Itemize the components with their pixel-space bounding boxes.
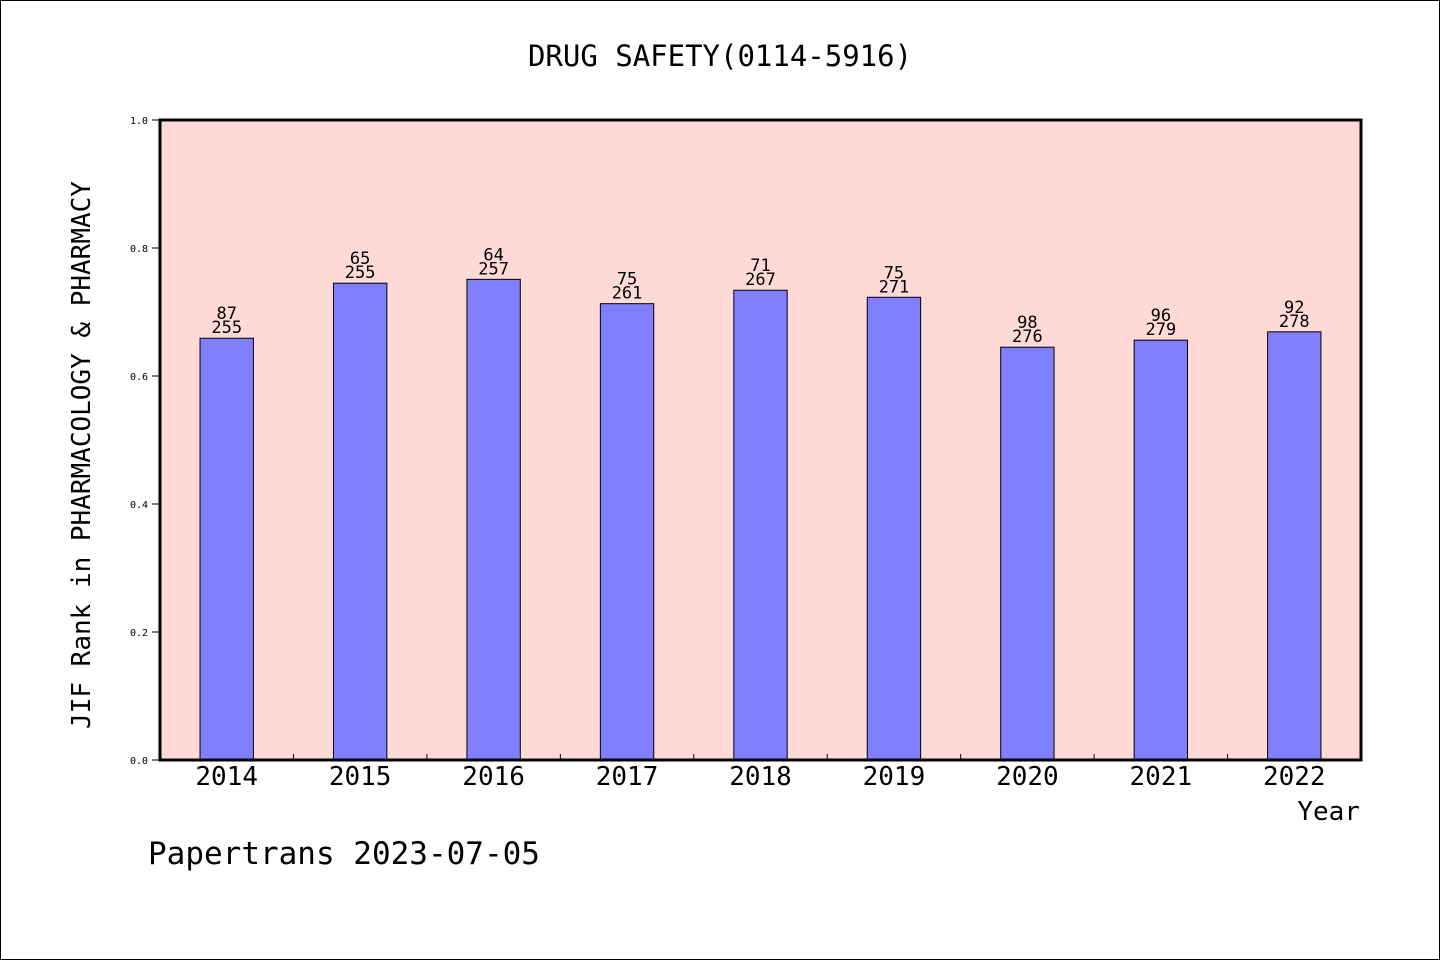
- bar: [1000, 346, 1055, 761]
- bar: [599, 303, 655, 761]
- x-tick-label: 2016: [462, 762, 525, 792]
- bar: [866, 296, 922, 761]
- footer-credit: Papertrans 2023-07-05: [148, 836, 540, 872]
- bar-rank-label: 96: [1151, 306, 1171, 326]
- x-tick-label: 2015: [329, 762, 392, 792]
- bar-rank-label: 75: [884, 263, 904, 283]
- chart-title: DRUG SAFETY(0114-5916): [528, 39, 912, 73]
- x-tick-label: 2017: [596, 762, 659, 792]
- bar-rank-label: 87: [216, 304, 236, 324]
- y-tick-label: 0.8: [130, 244, 148, 255]
- bar-rank-label: 92: [1284, 298, 1304, 318]
- plot-border: [158, 118, 1363, 762]
- bar: [1267, 331, 1322, 761]
- x-tick-label: 2019: [863, 762, 926, 792]
- bar-rank-label: 98: [1017, 313, 1037, 333]
- bar-total-label: 271: [879, 277, 910, 297]
- bar-total-label: 255: [211, 318, 242, 338]
- bar: [199, 337, 254, 761]
- y-tick-label: 0.0: [130, 756, 148, 767]
- x-tick-label: 2022: [1263, 762, 1326, 792]
- y-tick-label: 0.2: [130, 628, 148, 639]
- bar-total-label: 255: [345, 263, 376, 283]
- y-axis-ticks: 0.0 0.2 0.4 0.6 0.8 1.0: [130, 116, 160, 767]
- bar: [733, 289, 788, 761]
- bar-rank-label: 65: [350, 249, 370, 269]
- y-tick-label: 0.6: [130, 372, 148, 383]
- y-tick-label: 1.0: [130, 116, 148, 127]
- y-axis-label: JIF Rank in PHARMACOLOGY & PHARMACY: [67, 181, 97, 729]
- bar-total-label: 267: [745, 270, 776, 290]
- bar-total-label: 278: [1279, 312, 1310, 332]
- bar-rank-label: 71: [750, 256, 770, 276]
- x-axis-ticks: 2014 2015 2016 2017 2018 2019 2020 2021 2022: [195, 754, 1326, 792]
- x-tick-label: 2014: [195, 762, 258, 792]
- bar-rank-label: 75: [617, 270, 637, 290]
- bar-total-label: 279: [1145, 320, 1176, 340]
- bar: [466, 278, 521, 761]
- bar-rank-label: 64: [483, 245, 503, 265]
- y-tick-label: 0.4: [130, 500, 148, 511]
- x-tick-label: 2020: [996, 762, 1059, 792]
- bar: [332, 282, 388, 761]
- bar-total-label: 261: [612, 284, 643, 304]
- bar-total-label: 276: [1012, 327, 1043, 347]
- x-tick-label: 2018: [729, 762, 792, 792]
- bar: [1133, 339, 1189, 761]
- bar-total-label: 257: [478, 259, 509, 279]
- x-axis-label: Year: [1297, 797, 1360, 827]
- x-tick-label: 2021: [1130, 762, 1193, 792]
